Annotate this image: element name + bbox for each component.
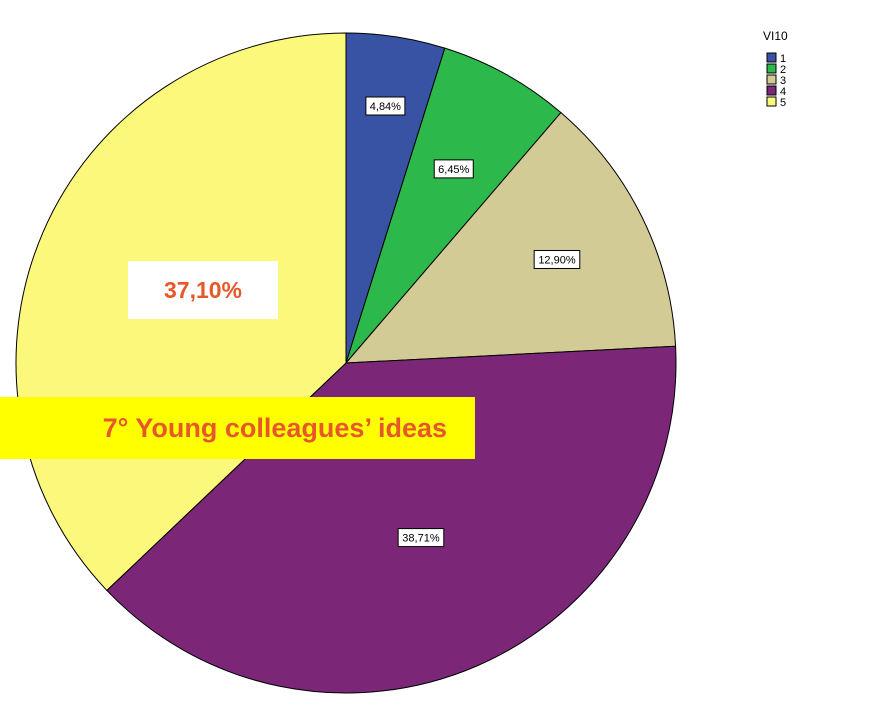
data-label-4: 38,71% [397,528,445,548]
pie-slice-2 [345,47,562,364]
data-label-2: 6,45% [433,159,474,179]
legend-item-2: 2 [766,63,786,76]
pie-slice-4 [106,345,677,694]
legend-title: VI10 [763,29,788,43]
data-label-3: 12,90% [533,249,581,269]
svg-text:2: 2 [780,64,786,76]
pie-slices [15,32,677,694]
svg-text:3: 3 [780,75,786,87]
data-label-1: 4,84% [365,96,406,116]
legend-item-5: 5 [766,96,786,109]
pie-data-labels: 4,84% 6,45% 12,90% 38,71% [365,96,581,548]
svg-text:4,84%: 4,84% [370,101,401,113]
caption-banner: 7° Young colleagues’ ideas [0,397,475,459]
svg-text:4: 4 [780,86,786,98]
pie-slice-3 [344,111,677,364]
svg-text:5: 5 [780,97,786,109]
svg-text:1: 1 [780,53,786,65]
svg-text:38,71%: 38,71% [402,533,440,545]
svg-text:12,90%: 12,90% [538,254,576,266]
legend-item-3: 3 [766,74,786,87]
legend-item-4: 4 [766,85,786,98]
highlighted-slice-label: 37,10% [128,261,278,319]
legend-item-1: 1 [766,52,786,65]
svg-text:6,45%: 6,45% [438,164,469,176]
